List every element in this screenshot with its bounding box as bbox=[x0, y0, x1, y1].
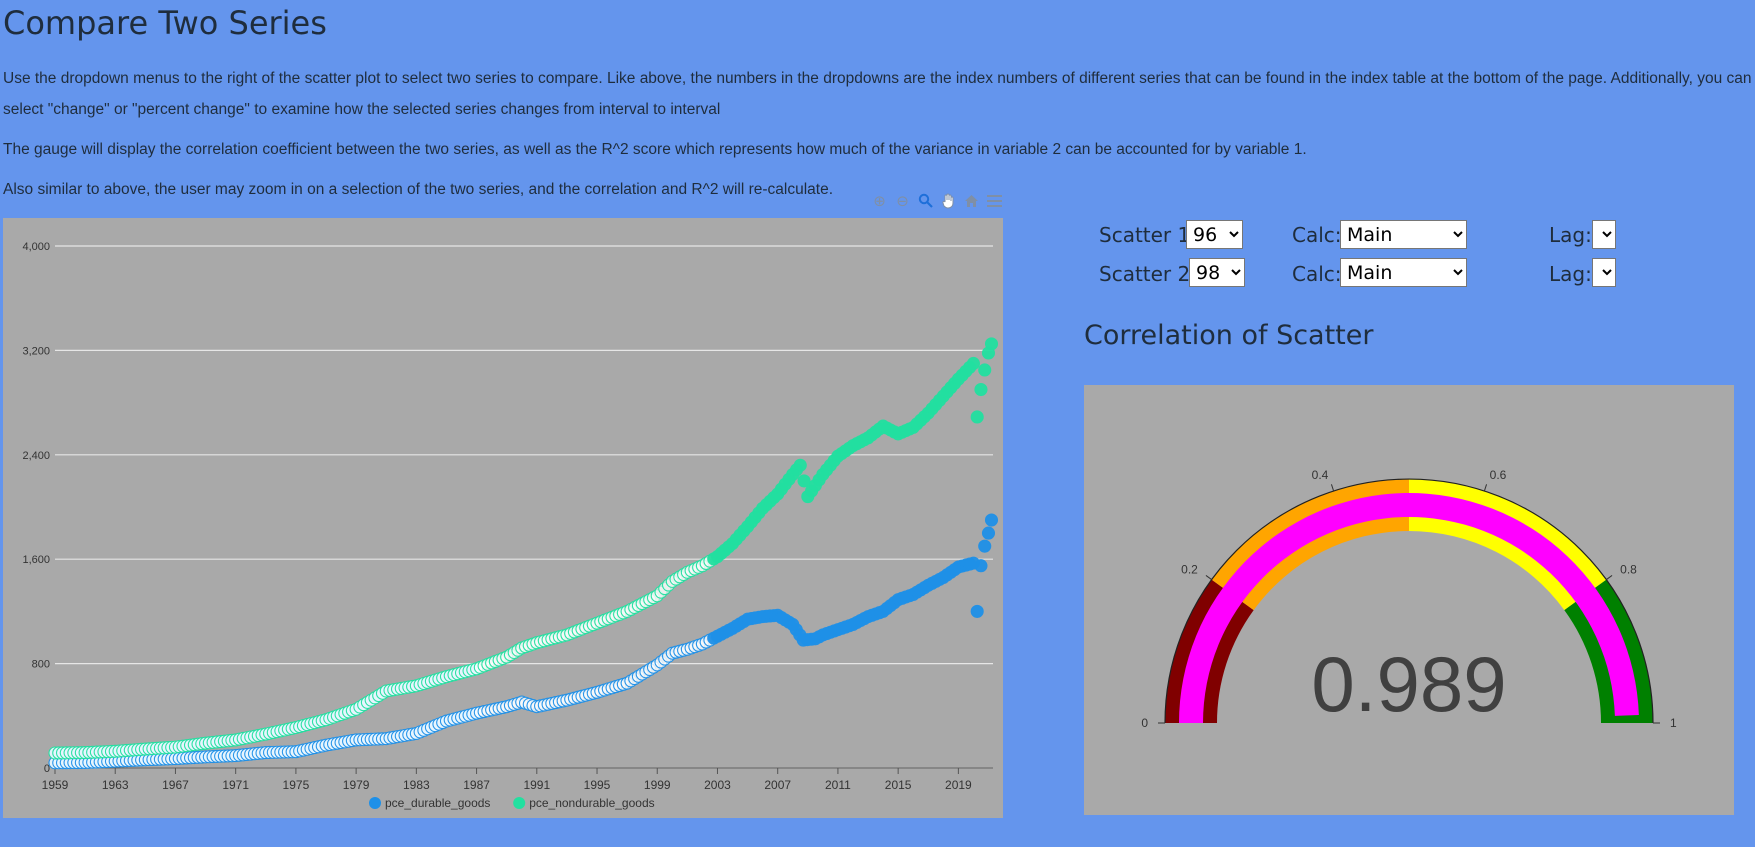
gauge-svg: 0 0.2 0.4 0.6 0.8 1 0.989 bbox=[1141, 468, 1677, 730]
lag2-label: Lag: bbox=[1549, 262, 1592, 286]
y-tick-label: 2,400 bbox=[22, 450, 50, 462]
series-pce_nondurable_goods bbox=[48, 337, 999, 760]
pan-hand-icon[interactable] bbox=[939, 191, 958, 210]
page-title: Compare Two Series bbox=[3, 4, 327, 42]
data-point[interactable] bbox=[974, 383, 988, 397]
x-tick-label: 1995 bbox=[584, 778, 611, 792]
zoom-in-icon[interactable]: ⊕ bbox=[873, 192, 886, 210]
y-tick-label: 3,200 bbox=[22, 345, 50, 357]
calc1-select[interactable]: Main bbox=[1340, 220, 1467, 249]
x-tick-label: 2003 bbox=[704, 778, 731, 792]
scatter-chart[interactable]: 0 800 1,600 2,400 3,200 4,000 1959 1963 1967 1971… bbox=[3, 218, 1003, 818]
reset-home-icon[interactable] bbox=[962, 191, 981, 210]
data-point[interactable] bbox=[970, 604, 984, 618]
description-paragraph-2: The gauge will display the correlation c… bbox=[3, 141, 1307, 158]
x-tick-label: 1971 bbox=[222, 778, 249, 792]
x-tick-label: 2019 bbox=[945, 778, 972, 792]
gauge-outline bbox=[1164, 478, 1654, 724]
data-point[interactable] bbox=[981, 526, 996, 540]
data-point[interactable] bbox=[978, 363, 992, 377]
lag2-select[interactable] bbox=[1592, 258, 1616, 287]
data-point[interactable] bbox=[984, 513, 999, 527]
x-tick-label: 1987 bbox=[463, 778, 490, 792]
x-tick-label: 1967 bbox=[162, 778, 189, 792]
x-tick-label: 1963 bbox=[102, 778, 129, 792]
correlation-gauge: 0 0.2 0.4 0.6 0.8 1 0.989 bbox=[1084, 385, 1734, 815]
x-tick-label: 1975 bbox=[283, 778, 310, 792]
x-tick-label: 1991 bbox=[523, 778, 550, 792]
gauge-tick-label: 0.2 bbox=[1181, 563, 1198, 577]
scatter1-label: Scatter 1: bbox=[1099, 223, 1197, 247]
data-point[interactable] bbox=[978, 539, 992, 553]
gauge-tick bbox=[1483, 484, 1488, 492]
legend-label[interactable]: pce_nondurable_goods bbox=[529, 796, 654, 810]
gauge-tick bbox=[1330, 484, 1335, 492]
data-point[interactable] bbox=[974, 559, 988, 573]
data-point[interactable] bbox=[966, 356, 980, 370]
x-tick-label: 2011 bbox=[825, 778, 851, 792]
gauge-title: Correlation of Scatter bbox=[1084, 320, 1374, 351]
gauge-tick bbox=[1606, 575, 1613, 580]
lag1-select[interactable] bbox=[1592, 220, 1616, 249]
x-tick-label: 2015 bbox=[885, 778, 912, 792]
data-point[interactable] bbox=[797, 474, 811, 488]
x-tick-label: 1999 bbox=[644, 778, 671, 792]
zoom-selection-icon[interactable] bbox=[916, 191, 935, 210]
y-tick-label: 4,000 bbox=[22, 241, 50, 253]
y-tick-label: 1,600 bbox=[22, 554, 50, 566]
description-paragraph-3: Also similar to above, the user may zoom… bbox=[3, 181, 834, 198]
calc2-label: Calc: bbox=[1292, 262, 1342, 286]
gauge-tick-label: 0.8 bbox=[1620, 563, 1637, 577]
gauge-value-label: 0.989 bbox=[1311, 640, 1506, 728]
scatter1-select[interactable]: 96 bbox=[1186, 220, 1243, 249]
legend: pce_durable_goods pce_nondurable_goods bbox=[369, 796, 655, 810]
gauge-tick-label: 1 bbox=[1670, 716, 1677, 730]
legend-label[interactable]: pce_durable_goods bbox=[385, 796, 490, 810]
chart-toolbar: ⊕ ⊖ bbox=[870, 191, 1004, 210]
y-tick-label: 800 bbox=[32, 659, 50, 671]
gauge-tick bbox=[1205, 575, 1212, 580]
gauge-tick-label: 0.6 bbox=[1490, 468, 1507, 482]
gauge-tick-label: 0 bbox=[1141, 716, 1148, 730]
calc2-select[interactable]: Main bbox=[1340, 258, 1467, 287]
lag1-label: Lag: bbox=[1549, 223, 1592, 247]
x-tick-label: 1959 bbox=[42, 778, 69, 792]
x-tick-label: 2007 bbox=[764, 778, 791, 792]
description-paragraph-1-line-2: select "change" or "percent change" to e… bbox=[3, 101, 721, 118]
data-point[interactable] bbox=[984, 337, 999, 351]
scatter2-label: Scatter 2: bbox=[1099, 262, 1197, 286]
calc1-label: Calc: bbox=[1292, 223, 1342, 247]
y-tick-label: 0 bbox=[44, 763, 50, 775]
scatter2-select[interactable]: 98 bbox=[1189, 258, 1245, 287]
legend-marker[interactable] bbox=[369, 797, 381, 809]
gauge-value-arc bbox=[1179, 493, 1639, 723]
scatter-svg[interactable]: 0 800 1,600 2,400 3,200 4,000 1959 1963 1967 1971… bbox=[3, 218, 1003, 818]
zoom-out-icon[interactable]: ⊖ bbox=[896, 192, 909, 210]
gauge-tick-label: 0.4 bbox=[1312, 468, 1329, 482]
x-tick-label: 1979 bbox=[343, 778, 370, 792]
series-pce_durable_goods bbox=[48, 513, 999, 770]
data-point[interactable] bbox=[793, 458, 807, 472]
menu-icon[interactable] bbox=[985, 191, 1004, 210]
legend-marker[interactable] bbox=[513, 797, 526, 809]
description-paragraph-1-line-1: Use the dropdown menus to the right of t… bbox=[3, 70, 1752, 87]
x-tick-label: 1983 bbox=[403, 778, 430, 792]
data-point[interactable] bbox=[970, 410, 984, 424]
